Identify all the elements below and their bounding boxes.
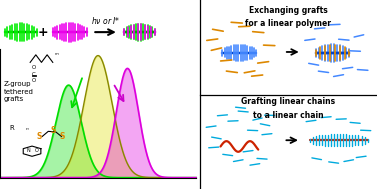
Text: S: S bbox=[37, 132, 42, 141]
Text: for a linear polymer: for a linear polymer bbox=[245, 19, 331, 28]
Text: Z-group
tethered
grafts: Z-group tethered grafts bbox=[4, 81, 34, 102]
Text: N: N bbox=[26, 148, 30, 153]
Text: O: O bbox=[35, 148, 39, 153]
Text: Grafting linear chains: Grafting linear chains bbox=[241, 97, 336, 106]
Text: $_n$: $_n$ bbox=[25, 127, 29, 133]
Text: S: S bbox=[60, 132, 65, 141]
Text: $h\nu$ or I*: $h\nu$ or I* bbox=[91, 15, 120, 26]
Text: +: + bbox=[38, 26, 49, 39]
Text: R: R bbox=[9, 125, 14, 131]
Text: $_m$: $_m$ bbox=[54, 52, 60, 58]
Text: C: C bbox=[32, 72, 36, 77]
Text: O: O bbox=[32, 65, 36, 70]
Text: Exchanging grafts: Exchanging grafts bbox=[249, 6, 328, 15]
Text: to a linear chain: to a linear chain bbox=[253, 111, 324, 120]
Text: O: O bbox=[32, 78, 36, 83]
Text: S: S bbox=[50, 126, 55, 135]
